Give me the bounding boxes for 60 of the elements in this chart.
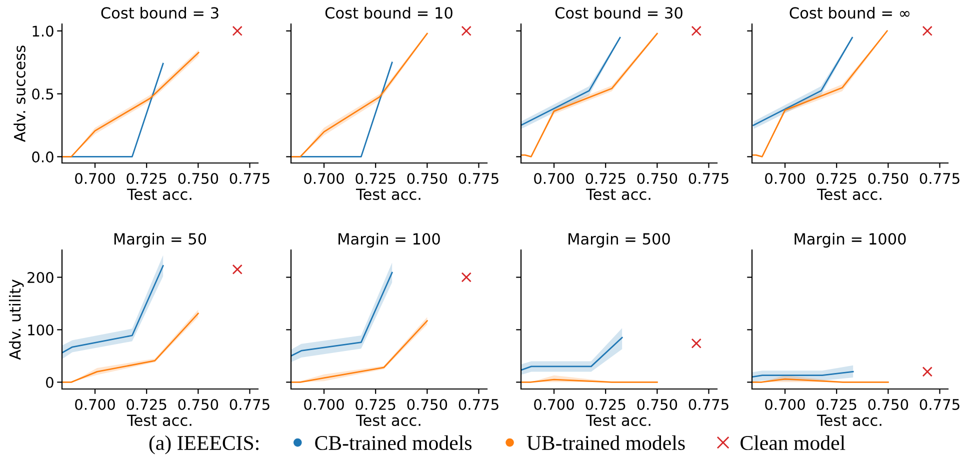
x-tick-label: 0.775 <box>688 398 728 410</box>
x-tick-label: 0.700 <box>765 398 805 410</box>
x-tick-label: 0.750 <box>178 398 218 410</box>
y-tick-label: 0.5 <box>32 88 54 100</box>
x-axis-title: Test acc. <box>126 414 192 426</box>
y-tick-label: 100 <box>28 324 54 336</box>
x-tick-label: 0.725 <box>126 398 166 410</box>
x-tick-label: 0.750 <box>868 398 908 410</box>
x-tick-label: 0.700 <box>534 172 574 184</box>
x-tick-label: 0.725 <box>356 398 396 410</box>
x-tick-label: 0.725 <box>816 398 856 410</box>
chart-title: Cost bound = 30 <box>555 6 682 19</box>
x-tick-label: 0.775 <box>230 172 270 184</box>
y-tick-label: 200 <box>28 272 54 284</box>
x-tick-label: 0.700 <box>765 172 805 184</box>
chart-title: Margin = 50 <box>114 232 206 248</box>
chart-title: Cost bound = ∞ <box>790 6 910 19</box>
x-tick-label: 0.700 <box>75 398 115 410</box>
x-axis-title: Test acc. <box>356 188 420 200</box>
x-tick-label: 0.750 <box>637 398 678 410</box>
x-tick-label: 0.750 <box>868 172 908 184</box>
chart-title: Cost bound = 10 <box>325 6 452 19</box>
x-tick-label: 0.725 <box>586 172 626 184</box>
x-tick-label: 0.750 <box>178 172 218 184</box>
legend-label: CB-trained models <box>315 435 472 450</box>
x-tick-label: 0.775 <box>230 398 270 410</box>
x-tick-label: 0.700 <box>534 398 574 410</box>
legend-title: (a) IEEECIS: <box>149 435 258 454</box>
x-tick-label: 0.750 <box>637 172 678 184</box>
x-tick-label: 0.725 <box>126 172 166 184</box>
chart-title: Margin = 500 <box>568 232 670 248</box>
x-tick-label: 0.750 <box>407 172 448 184</box>
x-tick-label: 0.700 <box>304 398 344 410</box>
legend-label: Clean model <box>740 435 846 450</box>
x-tick-label: 0.725 <box>816 172 856 184</box>
x-tick-label: 0.775 <box>688 172 728 184</box>
x-tick-label: 0.700 <box>304 172 344 184</box>
x-axis-title: Test acc. <box>126 188 192 200</box>
y-tick-label: 0.0 <box>32 151 54 162</box>
y-axis-title: Adv. success <box>14 46 26 142</box>
x-axis-title: Test acc. <box>586 188 650 200</box>
x-tick-label: 0.775 <box>458 398 498 410</box>
legend-label: UB-trained models <box>526 435 685 450</box>
chart-title: Cost bound = 3 <box>101 6 218 19</box>
x-axis-title: Test acc. <box>586 414 650 426</box>
y-tick-label: 1.0 <box>32 26 54 37</box>
x-tick-label: 0.775 <box>920 172 960 184</box>
x-axis-title: Test acc. <box>816 414 882 426</box>
x-axis-title: Test acc. <box>816 188 882 200</box>
x-tick-label: 0.725 <box>356 172 396 184</box>
x-tick-label: 0.750 <box>407 398 448 410</box>
chart-title: Margin = 1000 <box>794 232 906 248</box>
x-axis-title: Test acc. <box>356 414 420 426</box>
y-tick-label: 0 <box>46 376 54 388</box>
x-tick-label: 0.775 <box>920 398 960 410</box>
x-tick-label: 0.700 <box>75 172 115 184</box>
x-tick-label: 0.725 <box>586 398 626 410</box>
x-tick-label: 0.775 <box>458 172 498 184</box>
y-axis-title: Adv. utility <box>8 280 24 360</box>
chart-title: Margin = 100 <box>338 232 440 248</box>
